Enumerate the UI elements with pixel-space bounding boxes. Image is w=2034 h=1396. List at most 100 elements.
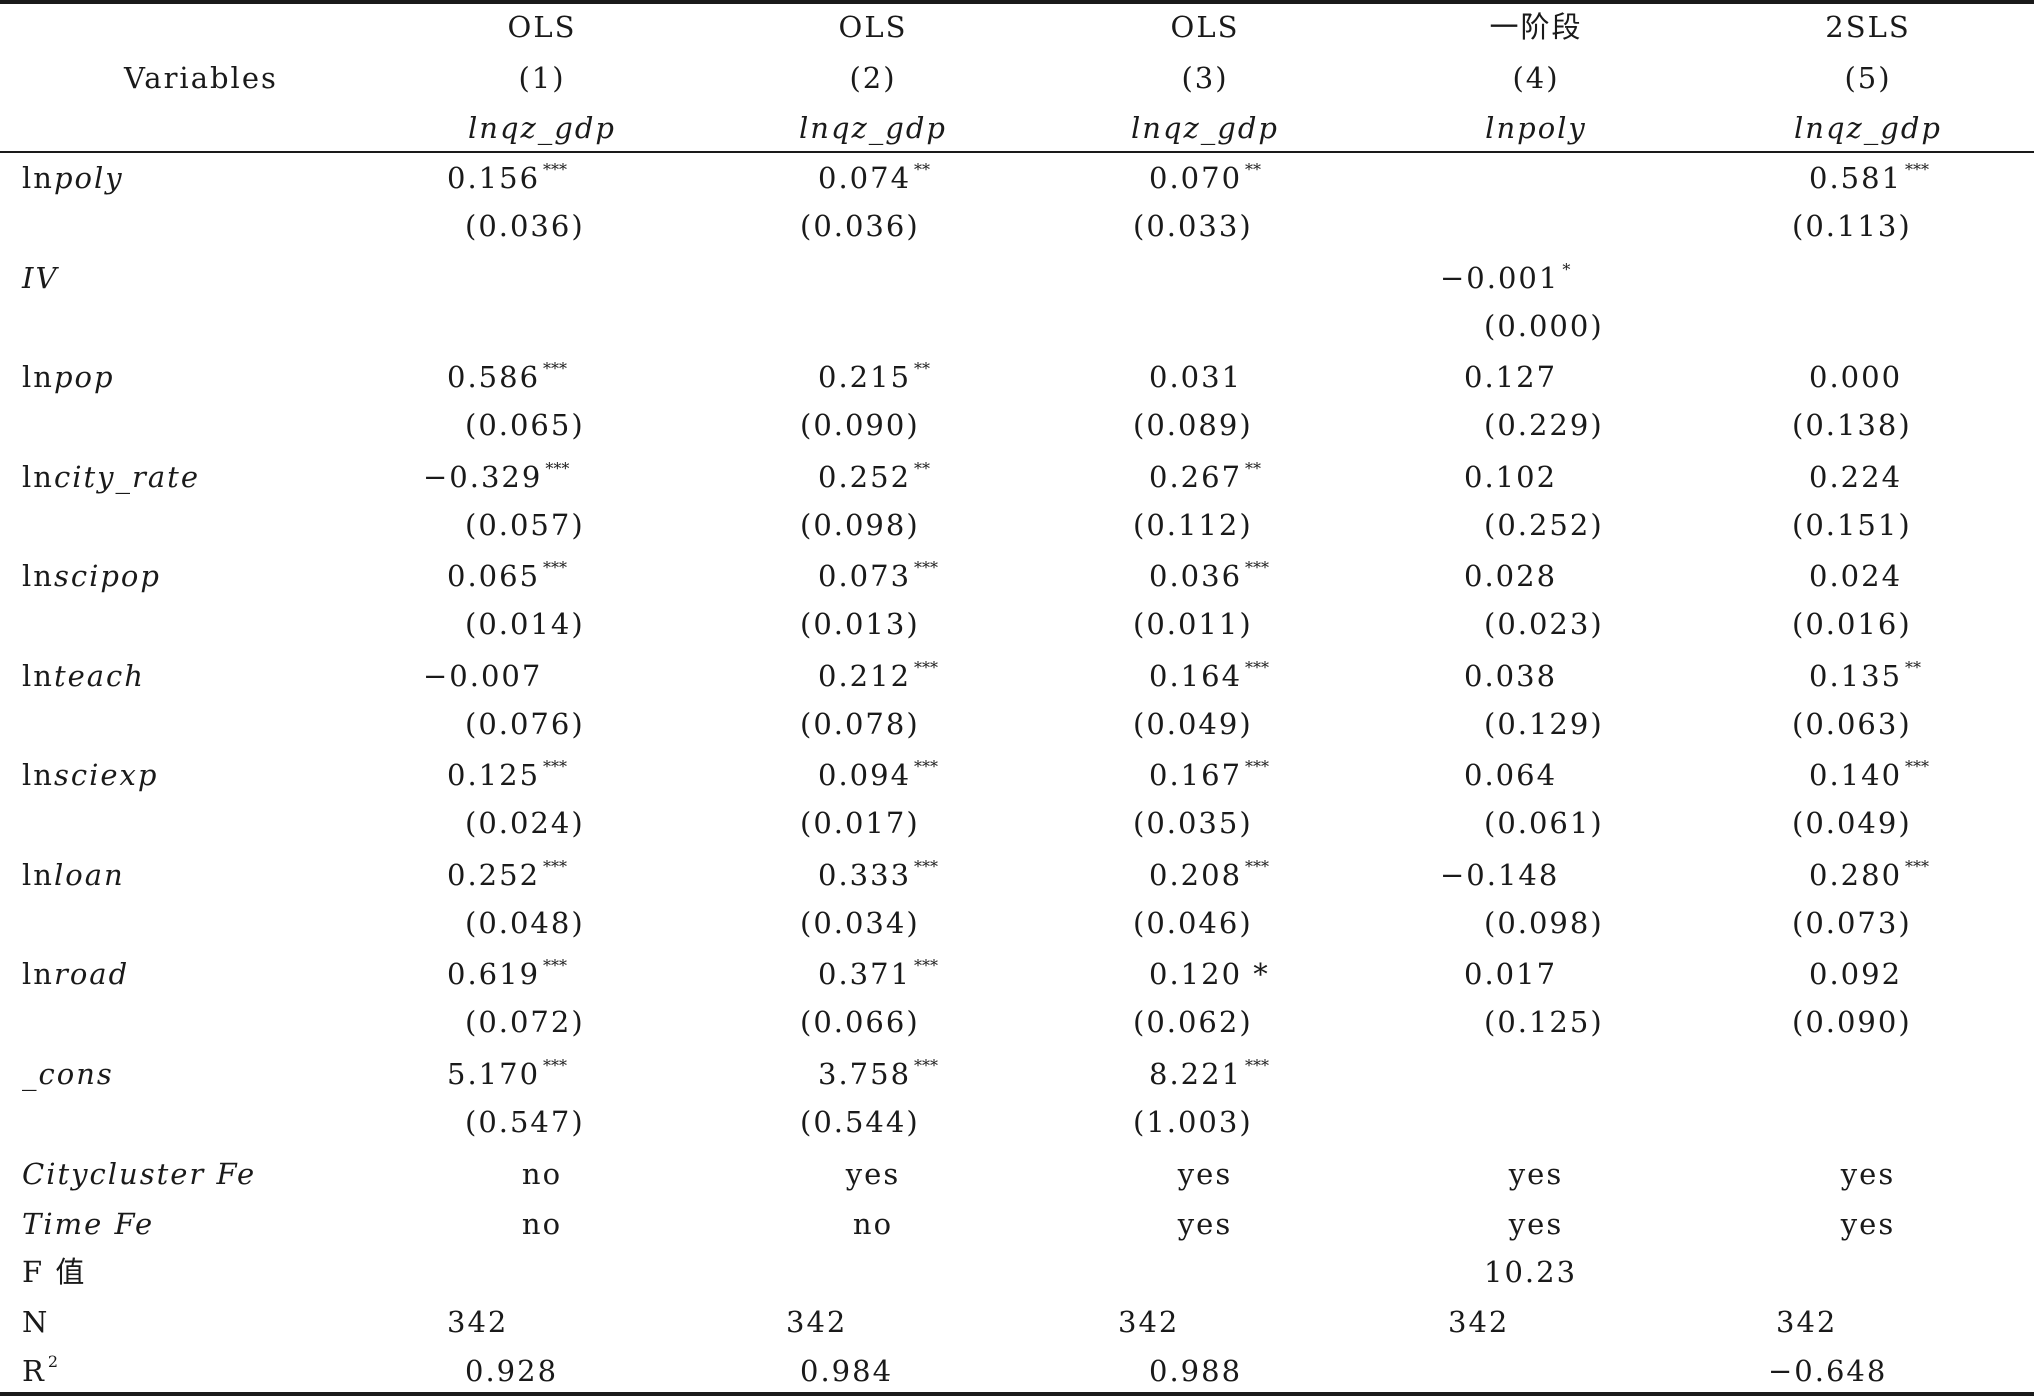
- standard-error-cell: (0.129): [1484, 706, 1604, 741]
- log-prefix: ln: [22, 957, 54, 991]
- footer-value-citycluster-fe: yes: [1177, 1157, 1233, 1191]
- significance-stars: ***: [914, 856, 939, 876]
- significance-stars: ***: [543, 160, 568, 179]
- standard-error-cell: (0.252): [1484, 507, 1604, 542]
- footer-value-r2: −0.648: [1768, 1354, 1888, 1388]
- coefficient-value: 0.102: [1464, 459, 1558, 494]
- coefficient-value: 0.036: [1149, 559, 1243, 593]
- footer-label-text: R: [22, 1354, 46, 1388]
- footer-value-n: 342: [1118, 1305, 1180, 1339]
- significance-stars: ***: [1905, 160, 1930, 179]
- column-method-3: OLS: [1170, 10, 1240, 44]
- coefficient-cell: 0.581 ***: [1809, 162, 1929, 193]
- coefficient-cell: 0.125 ***: [447, 759, 567, 790]
- r-squared-superscript: 2: [47, 1352, 59, 1371]
- coefficient-value: 0.619: [447, 957, 541, 991]
- footer-value-time-fe: yes: [1840, 1207, 1896, 1241]
- coefficient-value: 0.000: [1809, 360, 1903, 394]
- coefficient-value: 8.221: [1149, 1056, 1243, 1091]
- standard-error-cell: (0.066): [800, 1005, 920, 1039]
- coefficient-value: 0.252: [447, 857, 541, 892]
- coefficient-value: 0.371: [818, 957, 912, 991]
- significance-stars: **: [914, 458, 931, 478]
- standard-error-cell: (0.000): [1484, 308, 1604, 343]
- coefficient-value: 0.586: [447, 360, 541, 394]
- variable-name: teach: [53, 658, 145, 693]
- coefficient-value: 0.208: [1149, 857, 1243, 892]
- log-prefix: ln: [22, 360, 54, 394]
- column-dependent-3: lnqz_gdp: [1131, 111, 1279, 145]
- standard-error-cell: (0.547): [465, 1104, 585, 1139]
- coefficient-cell: −0.148: [1440, 857, 1560, 892]
- coefficient-cell: 0.208 ***: [1149, 857, 1269, 892]
- significance-stars: ***: [914, 956, 939, 975]
- standard-error-cell: (0.065): [465, 408, 585, 442]
- log-prefix: ln: [22, 758, 54, 792]
- coefficient-value: 0.094: [818, 758, 912, 792]
- footer-value-citycluster-fe: yes: [1508, 1157, 1564, 1191]
- coefficient-value: 0.212: [818, 658, 912, 693]
- column-number-5: (5): [1844, 61, 1892, 95]
- footer-value-time-fe: no: [852, 1207, 894, 1241]
- variable-name: IV: [22, 260, 59, 295]
- standard-error-cell: (0.098): [1484, 905, 1604, 940]
- significance-stars: ***: [914, 1055, 939, 1075]
- coefficient-cell: 0.000: [1809, 363, 1902, 392]
- standard-error-cell: (0.090): [1792, 1005, 1912, 1039]
- coefficient-cell: −0.329 ***: [423, 459, 569, 494]
- standard-error-cell: (0.036): [800, 209, 920, 243]
- coefficient-cell: 0.120 *: [1149, 960, 1270, 989]
- standard-error-cell: (0.023): [1484, 607, 1604, 641]
- footer-value-citycluster-fe: no: [521, 1157, 563, 1191]
- standard-error-cell: (0.544): [800, 1104, 920, 1139]
- standard-error-cell: (0.011): [1133, 607, 1253, 641]
- footer-label-f-value: F 值: [22, 1258, 86, 1287]
- coefficient-value: −0.007: [423, 658, 543, 693]
- coefficient-value: 0.074: [818, 161, 912, 195]
- standard-error-cell: (0.063): [1792, 706, 1912, 741]
- standard-error-cell: (0.125): [1484, 1005, 1604, 1039]
- coefficient-value: 0.215: [818, 360, 912, 394]
- standard-error-cell: (0.062): [1133, 1005, 1253, 1039]
- variable-label: _cons: [22, 1059, 114, 1089]
- coefficient-cell: 0.038: [1464, 661, 1557, 691]
- coefficient-cell: 0.127: [1464, 363, 1557, 392]
- coefficient-cell: 0.064: [1464, 761, 1557, 790]
- coefficient-cell: 0.267 **: [1149, 460, 1261, 492]
- coefficient-cell: 0.036 ***: [1149, 559, 1269, 593]
- standard-error-cell: (0.013): [800, 607, 920, 641]
- standard-error-cell: (0.036): [465, 209, 585, 243]
- coefficient-cell: 0.215 **: [818, 360, 930, 394]
- coefficient-value: 3.758: [818, 1056, 912, 1091]
- column-method-1: OLS: [507, 10, 577, 44]
- footer-value-r2: 0.928: [465, 1354, 559, 1388]
- variable-label: lnloan: [22, 857, 125, 892]
- standard-error-cell: (0.017): [800, 806, 920, 840]
- footer-value-citycluster-fe: yes: [845, 1157, 901, 1191]
- variable-label: lnsciexp: [22, 761, 158, 790]
- coefficient-value: −0.148: [1440, 857, 1560, 892]
- coefficient-cell: 0.140 ***: [1809, 759, 1929, 790]
- footer-label-text: Time Fe: [22, 1207, 155, 1241]
- significance-stars: **: [914, 359, 931, 378]
- coefficient-cell: −0.001 *: [1440, 260, 1570, 295]
- variable-name: loan: [53, 857, 125, 892]
- significance-stars: **: [1245, 160, 1262, 179]
- coefficient-value: 0.064: [1464, 758, 1558, 792]
- coefficient-cell: 0.031: [1149, 363, 1242, 392]
- footer-label-n: N: [22, 1308, 49, 1337]
- variable-name: poly: [53, 161, 124, 195]
- table-top-rule: [0, 0, 2034, 4]
- coefficient-value: −0.001: [1440, 260, 1560, 295]
- standard-error-cell: (0.113): [1792, 209, 1912, 243]
- standard-error-cell: (0.033): [1133, 209, 1253, 243]
- standard-error-cell: (0.046): [1133, 905, 1253, 940]
- significance-stars: ***: [914, 757, 939, 776]
- column-method-2: OLS: [838, 10, 908, 44]
- coefficient-value: 0.127: [1464, 360, 1558, 394]
- column-method-5: 2SLS: [1825, 10, 1911, 44]
- coefficient-cell: 0.156 ***: [447, 162, 567, 193]
- coefficient-value: −0.329: [423, 459, 543, 494]
- coefficient-cell: 0.024: [1809, 562, 1902, 591]
- column-dependent-1: lnqz_gdp: [468, 111, 616, 145]
